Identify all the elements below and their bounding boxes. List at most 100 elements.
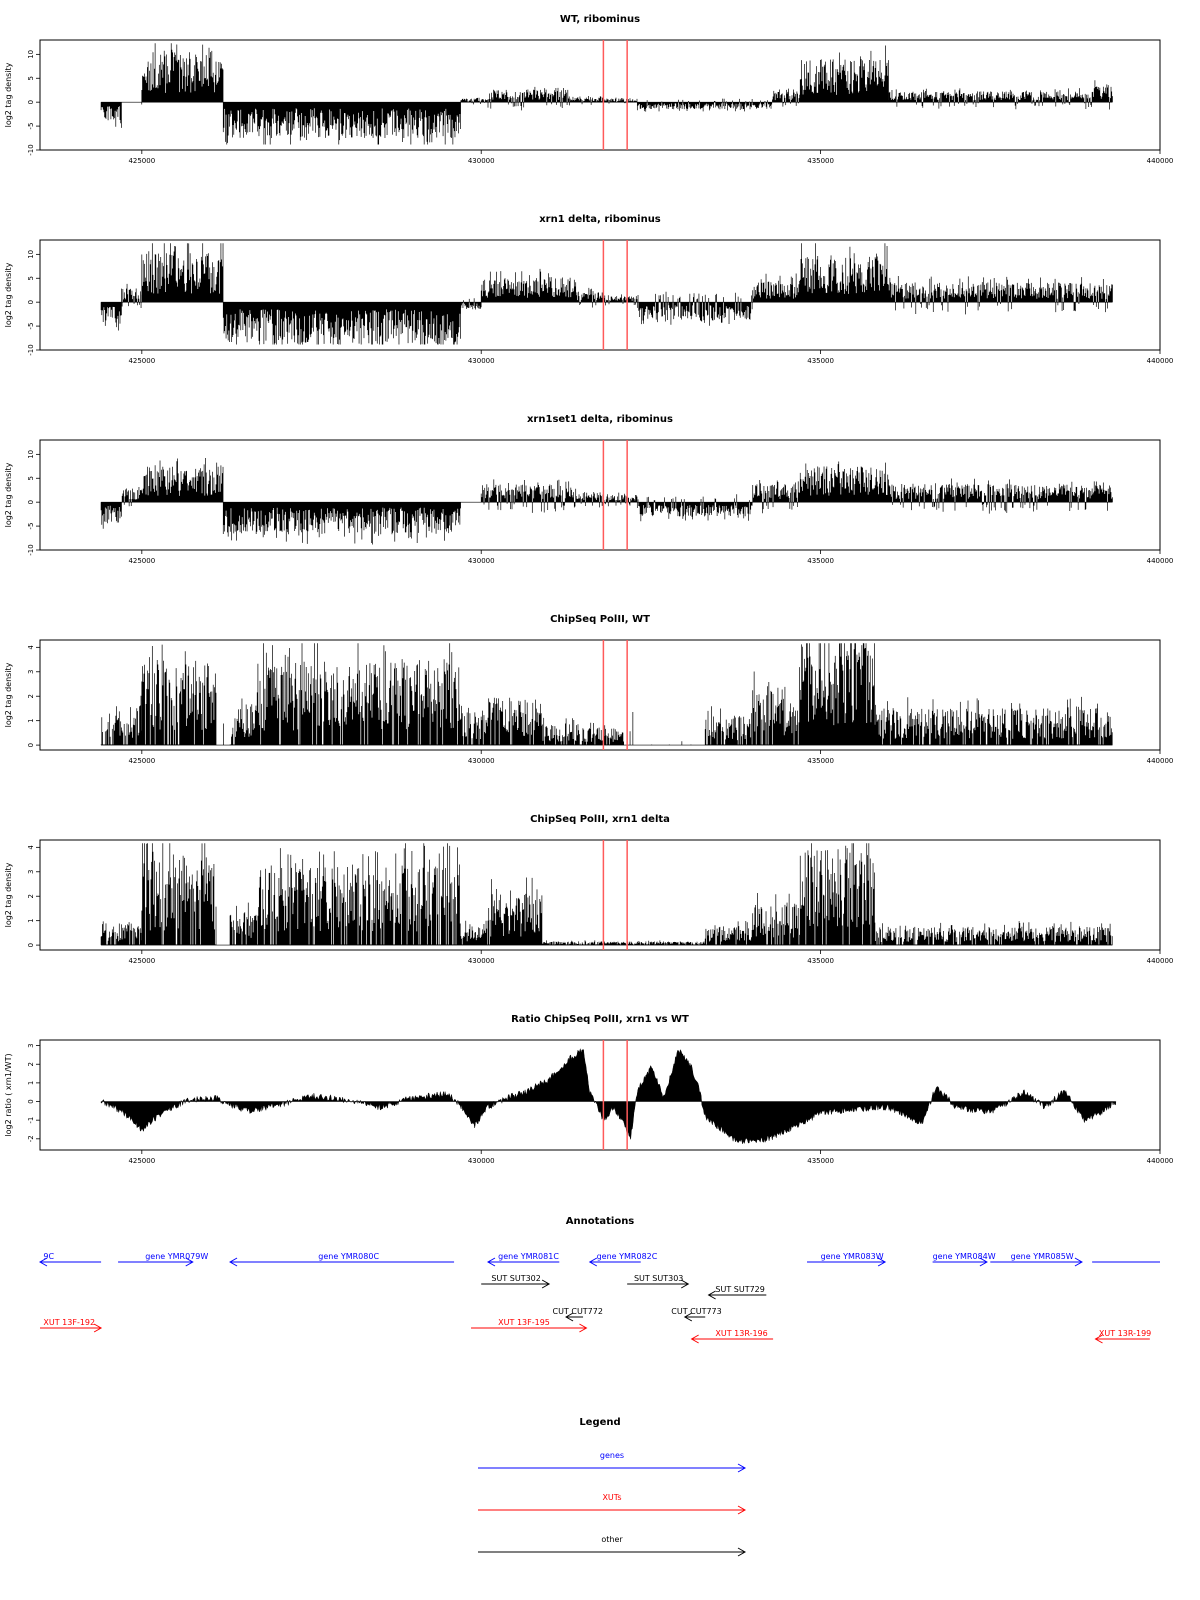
y-tick-label: 2 — [27, 694, 35, 698]
y-tick-label: -2 — [27, 1135, 35, 1142]
annotation-cut-cut773: CUT CUT773 — [671, 1307, 722, 1322]
legend-label: XUTs — [602, 1493, 621, 1502]
annotation-label: gene YMR080C — [318, 1252, 379, 1261]
annotation-label: XUT 13R-196 — [715, 1329, 767, 1338]
y-tick-label: -5 — [27, 523, 35, 530]
annotation-label: SUT SUT303 — [634, 1274, 683, 1283]
y-tick-label: 1 — [27, 718, 35, 722]
x-tick-label: 425000 — [128, 957, 155, 965]
arrow-left-icon — [565, 1312, 574, 1322]
y-axis-label: log2 tag density — [4, 262, 13, 327]
y-tick-label: 0 — [27, 1099, 35, 1103]
y-tick-label: 10 — [27, 50, 35, 59]
x-tick-label: 440000 — [1147, 357, 1174, 365]
annotation-gene-ymr079w: gene YMR079W — [118, 1252, 208, 1267]
bar-series — [100, 43, 1113, 145]
y-axis-label: log2 tag density — [4, 862, 13, 927]
arrow-left-icon — [683, 1312, 693, 1322]
y-tick-label: 2 — [27, 1062, 35, 1066]
y-tick-label: 2 — [27, 894, 35, 898]
x-tick-label: 430000 — [468, 957, 495, 965]
x-tick-label: 425000 — [128, 157, 155, 165]
series-bars — [100, 243, 1113, 345]
plot-frame — [39, 239, 1161, 351]
arrow-right-icon — [680, 1279, 690, 1289]
annotation-9c: 9C — [38, 1252, 102, 1267]
annotation-gene-ymr080c: gene YMR080C — [229, 1252, 455, 1267]
y-axis-label: log2 tag density — [4, 662, 13, 727]
y-tick-label: 3 — [27, 670, 35, 674]
annotation-gene-ymr083w: gene YMR083W — [807, 1252, 887, 1267]
x-tick-label: 425000 — [128, 357, 155, 365]
x-tick-label: 430000 — [468, 557, 495, 565]
legend-item-genes: genes — [478, 1451, 747, 1473]
annotation-xut-13f-195: XUT 13F-195 — [471, 1318, 588, 1333]
chart-title: ChipSeq PolII, xrn1 delta — [530, 814, 670, 825]
series-bars — [100, 458, 1113, 545]
chart-title: xrn1 delta, ribominus — [539, 214, 661, 225]
arrow-right-icon — [877, 1257, 887, 1267]
annotation-label: gene YMR085W — [1011, 1252, 1074, 1261]
y-axis-label: log2 tag density — [4, 62, 13, 127]
annotation-xut-13r-196: XUT 13R-196 — [690, 1329, 774, 1344]
y-tick-label: 0 — [27, 100, 35, 104]
chart-panel-2: xrn1 delta, ribominus log2 tag density 425… — [4, 214, 1173, 365]
y-axis: -10 -5 0 5 10 — [27, 50, 40, 156]
arrow-right-icon — [979, 1257, 988, 1267]
annotations-title: Annotations — [566, 1216, 635, 1227]
bar-series — [100, 458, 1113, 545]
y-tick-label: 0 — [27, 743, 35, 747]
annotation-label: XUT 13R-199 — [1099, 1329, 1151, 1338]
annotation-label: CUT CUT773 — [671, 1307, 721, 1316]
chart-title: WT, ribominus — [560, 14, 640, 25]
x-tick-label: 435000 — [807, 157, 834, 165]
x-tick-label: 430000 — [468, 157, 495, 165]
bar-series — [100, 643, 1113, 746]
y-tick-label: 4 — [27, 845, 35, 850]
annotation-gene-ymr085w: gene YMR085W — [990, 1252, 1083, 1267]
arrow-right-icon — [541, 1279, 551, 1289]
y-tick-label: 0 — [27, 500, 35, 504]
y-tick-label: 5 — [27, 76, 35, 80]
y-tick-label: -10 — [27, 144, 35, 155]
x-tick-label: 440000 — [1147, 1157, 1174, 1165]
x-tick-label: 425000 — [128, 1157, 155, 1165]
annotation-sut-sut303: SUT SUT303 — [627, 1274, 690, 1289]
chart-panel-5: ChipSeq PolII, xrn1 delta log2 tag densit… — [4, 814, 1173, 965]
y-tick-label: -10 — [27, 344, 35, 355]
ratio-area — [100, 1048, 1117, 1145]
plot-frame — [39, 1039, 1161, 1151]
x-axis: 425000 430000 435000 440000 — [128, 550, 1173, 565]
plot-frame — [39, 839, 1161, 951]
y-tick-label: -5 — [27, 323, 35, 330]
x-axis: 425000 430000 435000 440000 — [128, 950, 1173, 965]
bar-series — [100, 843, 1113, 946]
arrow-left-icon — [229, 1257, 238, 1267]
y-tick-label: 0 — [27, 300, 35, 304]
x-axis: 425000 430000 435000 440000 — [128, 150, 1173, 165]
annotation-gene-ymr084w: gene YMR084W — [932, 1252, 996, 1267]
annotation-label: SUT SUT302 — [491, 1274, 540, 1283]
plot-frame — [39, 639, 1161, 751]
x-tick-label: 425000 — [128, 557, 155, 565]
series-bars — [100, 1048, 1117, 1145]
chart-panel-6: Ratio ChipSeq PolII, xrn1 vs WT log2 rati… — [4, 1014, 1173, 1165]
legend-label: other — [601, 1535, 623, 1544]
y-tick-label: 5 — [27, 276, 35, 280]
annotation-label: CUT CUT772 — [552, 1307, 602, 1316]
x-tick-label: 425000 — [128, 757, 155, 765]
x-tick-label: 435000 — [807, 557, 834, 565]
x-tick-label: 440000 — [1147, 157, 1174, 165]
annotation-cut-cut772: CUT CUT772 — [552, 1307, 603, 1322]
annotation-gene-ymr081c: gene YMR081C — [486, 1252, 559, 1267]
annotation-xut-13r-199: XUT 13R-199 — [1094, 1329, 1151, 1344]
chart-panel-3: xrn1set1 delta, ribominus log2 tag densit… — [4, 414, 1173, 565]
y-tick-label: 1 — [27, 918, 35, 922]
y-tick-label: -10 — [27, 544, 35, 555]
legend-item-xuts: XUTs — [478, 1493, 747, 1515]
x-tick-label: 440000 — [1147, 757, 1174, 765]
x-tick-label: 435000 — [807, 357, 834, 365]
arrow-left-icon — [690, 1334, 699, 1344]
